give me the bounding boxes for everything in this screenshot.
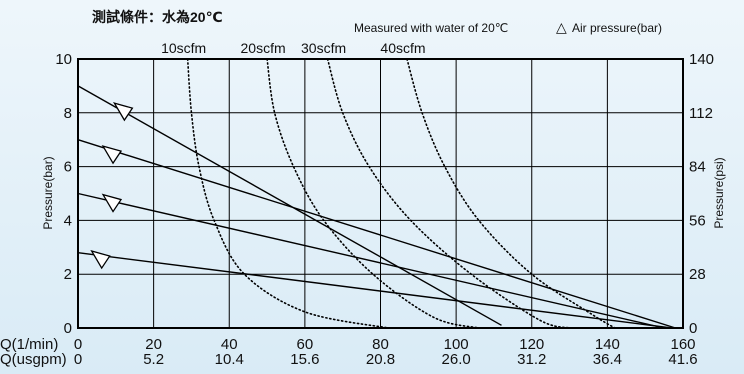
legend-triangle-icon: △ xyxy=(556,19,567,35)
grid xyxy=(78,59,683,328)
x-tick-label-lpm: 120 xyxy=(519,336,544,353)
x-axis-label-usgpm: Q(usgpm) xyxy=(0,351,67,368)
air-pressure-line-2 xyxy=(77,139,676,329)
legend-label: Air pressure(bar) xyxy=(572,21,662,35)
curve-label-20scfm: 20scfm xyxy=(241,40,286,56)
air-consumption-curve-30scfm xyxy=(326,58,571,329)
air-pressure-marker-icon xyxy=(112,102,134,122)
air-pressure-line-3 xyxy=(77,192,665,329)
x-tick-label-usgpm: 20.8 xyxy=(366,351,395,368)
x-tick-label-lpm: 160 xyxy=(670,336,695,353)
air-pressure-line-4 xyxy=(77,251,672,329)
air-pressure-marker-icon xyxy=(101,145,123,165)
air-pressure-marker-icon xyxy=(101,193,123,213)
y-tick-label-psi: 84 xyxy=(689,159,706,176)
y-tick-label-bar: 2 xyxy=(64,266,72,283)
y-tick-label-bar: 8 xyxy=(64,105,72,122)
x-tick-label-lpm: 20 xyxy=(145,336,162,353)
x-tick-label-lpm: 100 xyxy=(444,336,469,353)
x-tick-label-lpm: 0 xyxy=(74,336,82,353)
y-tick-label-bar: 4 xyxy=(64,212,72,229)
x-tick-label-lpm: 80 xyxy=(372,336,389,353)
x-tick-label-usgpm: 31.2 xyxy=(517,351,546,368)
y-tick-label-psi: 0 xyxy=(689,320,697,337)
x-tick-label-lpm: 140 xyxy=(595,336,620,353)
tick-labels: 00205.24010.46015.68020.810026.012031.21… xyxy=(55,40,714,368)
y-tick-label-bar: 0 xyxy=(64,320,72,337)
air-pressure-line-1 xyxy=(77,85,502,326)
y-axis-label-right: Pressure(psi) xyxy=(712,157,726,228)
x-tick-label-usgpm: 26.0 xyxy=(442,351,471,368)
x-tick-label-usgpm: 10.4 xyxy=(215,351,244,368)
legend: △ Air pressure(bar) xyxy=(556,19,662,35)
air-pressure-lines xyxy=(77,85,676,329)
x-tick-label-lpm: 60 xyxy=(297,336,314,353)
y-tick-label-psi: 56 xyxy=(689,212,706,229)
curve-label-30scfm: 30scfm xyxy=(301,40,346,56)
curve-label-40scfm: 40scfm xyxy=(380,40,425,56)
chart-subtitle: Measured with water of 20℃ xyxy=(354,21,508,35)
curve-label-10scfm: 10scfm xyxy=(161,40,206,56)
y-axis-label-left: Pressure(bar) xyxy=(41,156,55,229)
air-consumption-curve-10scfm xyxy=(186,58,389,329)
chart-title: 測試條件：水為20℃ xyxy=(92,9,223,25)
x-tick-label-usgpm: 5.2 xyxy=(143,351,164,368)
y-tick-label-bar: 6 xyxy=(64,159,72,176)
x-tick-label-usgpm: 0 xyxy=(74,351,82,368)
y-tick-label-bar: 10 xyxy=(55,51,72,68)
x-tick-label-usgpm: 41.6 xyxy=(668,351,697,368)
air-consumption-curve-40scfm xyxy=(406,58,616,329)
y-tick-label-psi: 112 xyxy=(689,105,713,122)
air-consumption-curve-20scfm xyxy=(266,58,480,329)
plot-frame xyxy=(77,58,684,329)
y-tick-label-psi: 140 xyxy=(689,51,714,68)
x-tick-label-usgpm: 36.4 xyxy=(593,351,622,368)
x-tick-label-lpm: 40 xyxy=(221,336,238,353)
air-consumption-curves xyxy=(186,58,616,329)
x-axis-label-lpm: Q(1/min) xyxy=(0,336,58,353)
y-tick-label-psi: 28 xyxy=(689,266,706,283)
x-tick-label-usgpm: 15.6 xyxy=(290,351,319,368)
air-pressure-marker-icon xyxy=(90,250,111,270)
